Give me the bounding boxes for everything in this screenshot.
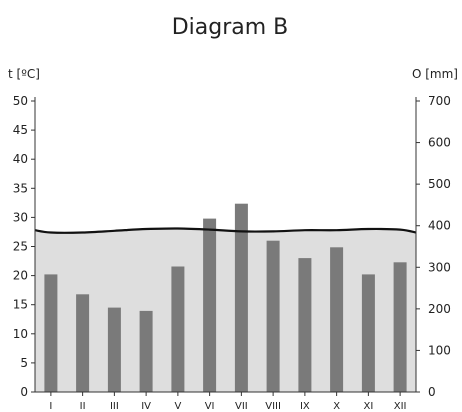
- precipitation-bar: [298, 258, 312, 392]
- precipitation-bar: [393, 262, 407, 392]
- temperature-area: [35, 228, 416, 392]
- left-tick-label: 40: [13, 152, 28, 166]
- left-tick-label: 15: [13, 298, 28, 312]
- precipitation-bar: [139, 310, 153, 392]
- precipitation-bars: [44, 203, 407, 392]
- left-tick-label: 20: [13, 269, 28, 283]
- month-label: II: [80, 401, 86, 412]
- right-tick-label: 700: [428, 94, 451, 108]
- left-tick-label: 30: [13, 210, 28, 224]
- precipitation-bar: [203, 218, 217, 392]
- month-label: XII: [394, 401, 407, 412]
- right-tick-label: 500: [428, 177, 451, 191]
- month-label: VII: [235, 401, 248, 412]
- left-tick-label: 25: [13, 240, 28, 254]
- precipitation-bar: [266, 240, 280, 392]
- left-axis-label: t [ºC]: [8, 67, 40, 81]
- precipitation-bar: [44, 274, 58, 392]
- right-tick-label: 200: [428, 302, 451, 316]
- right-tick-label: 0: [428, 385, 436, 399]
- temperature-area-fill: [35, 228, 416, 392]
- chart-axes: 0510152025303540455001002003004005006007…: [13, 94, 451, 412]
- temperature-line-group: [34, 227, 417, 234]
- precipitation-bar: [107, 307, 121, 392]
- precipitation-bar: [171, 266, 185, 392]
- right-tick-label: 600: [428, 136, 451, 150]
- chart-title: Diagram B: [172, 15, 289, 40]
- month-label: I: [49, 401, 52, 412]
- precipitation-bar: [76, 294, 90, 392]
- temperature-line: [34, 227, 417, 234]
- month-label: VIII: [265, 401, 281, 412]
- right-tick-label: 400: [428, 219, 451, 233]
- month-label: VI: [205, 401, 215, 412]
- precipitation-bar: [361, 274, 375, 392]
- left-tick-label: 50: [13, 94, 28, 108]
- month-label: XI: [363, 401, 373, 412]
- precipitation-bar: [330, 247, 344, 392]
- right-tick-label: 300: [428, 260, 451, 274]
- left-tick-label: 45: [13, 123, 28, 137]
- month-label: IX: [300, 401, 310, 412]
- left-tick-label: 10: [13, 327, 28, 341]
- month-label: IV: [141, 401, 151, 412]
- precipitation-bar: [234, 203, 248, 392]
- right-tick-label: 100: [428, 343, 451, 357]
- month-label: III: [110, 401, 119, 412]
- left-tick-label: 35: [13, 181, 28, 195]
- left-tick-label: 5: [20, 356, 28, 370]
- right-axis-label: O [mm]: [412, 67, 458, 81]
- month-label: V: [174, 401, 181, 412]
- month-label: X: [333, 401, 340, 412]
- left-tick-label: 0: [20, 385, 28, 399]
